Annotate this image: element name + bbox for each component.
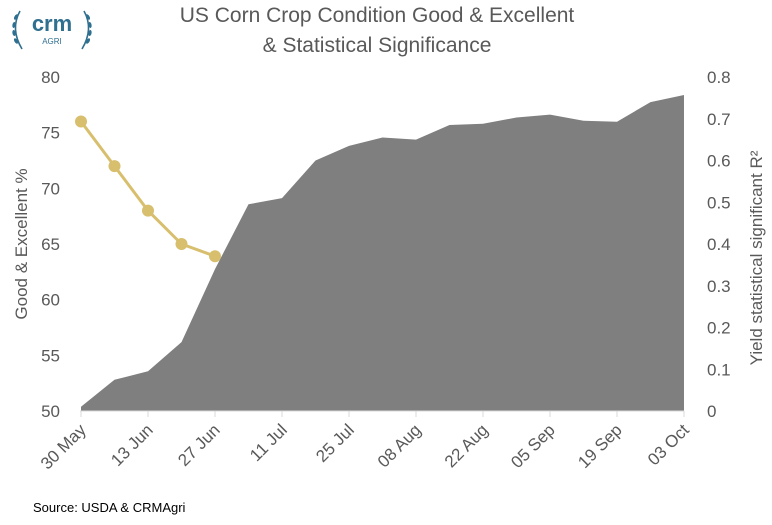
left-y-tick-label: 80 bbox=[41, 68, 60, 87]
x-tick-label: 11 Jul bbox=[246, 420, 291, 465]
x-tick-label: 08 Aug bbox=[374, 420, 425, 471]
right-y-tick-label: 0 bbox=[707, 402, 716, 421]
right-y-tick-label: 0.3 bbox=[707, 277, 731, 296]
line-series-point bbox=[142, 204, 154, 217]
left-y-tick-label: 55 bbox=[41, 346, 60, 365]
right-y-tick-label: 0.8 bbox=[707, 68, 731, 87]
line-series-point bbox=[209, 250, 221, 263]
source-note: Source: USDA & CRMAgri bbox=[33, 500, 186, 515]
right-y-tick-label: 0.1 bbox=[707, 360, 731, 379]
x-tick-label: 05 Sep bbox=[507, 420, 559, 472]
crm-agri-logo: crm AGRI bbox=[12, 10, 92, 50]
right-y-axis-label: Yield statistical significant R² bbox=[747, 150, 766, 365]
right-y-tick-label: 0.6 bbox=[707, 152, 731, 171]
line-series-point bbox=[175, 238, 188, 250]
x-axis-ticks: 30 May 13 Jun 27 Jun 11 Jul 25 Jul 08 Aug 22 A… bbox=[37, 411, 693, 473]
right-y-tick-label: 0.5 bbox=[707, 193, 731, 212]
area-series bbox=[81, 95, 684, 411]
logo-text: crm bbox=[32, 11, 72, 36]
logo-subtext: AGRI bbox=[42, 37, 62, 46]
x-tick-label: 13 Jun bbox=[107, 420, 157, 470]
chart-title-line-2: & Statistical Significance bbox=[263, 34, 492, 57]
right-y-tick-label: 0.7 bbox=[707, 110, 731, 129]
left-y-tick-label: 50 bbox=[41, 402, 60, 421]
left-y-axis-ticks: 50 55 60 65 70 75 80 bbox=[41, 68, 60, 421]
x-tick-label: 30 May bbox=[37, 420, 90, 473]
line-series bbox=[75, 115, 221, 263]
x-tick-label: 22 Aug bbox=[441, 420, 492, 471]
x-tick-label: 03 Oct bbox=[644, 420, 693, 469]
line-series-point bbox=[75, 115, 87, 128]
left-y-tick-label: 75 bbox=[41, 124, 60, 143]
left-y-tick-label: 60 bbox=[41, 291, 60, 310]
x-tick-label: 19 Sep bbox=[574, 420, 626, 472]
right-y-axis-ticks: 0 0.1 0.2 0.3 0.4 0.5 0.6 0.7 0.8 bbox=[707, 68, 731, 421]
line-series-path bbox=[79, 120, 216, 258]
right-y-tick-label: 0.4 bbox=[707, 235, 731, 254]
x-tick-label: 25 Jul bbox=[312, 420, 358, 466]
chart-title-line-1: US Corn Crop Condition Good & Excellent bbox=[180, 4, 575, 27]
line-series-point bbox=[108, 160, 121, 173]
left-y-axis-label: Good & Excellent % bbox=[12, 168, 31, 319]
left-y-tick-label: 65 bbox=[41, 235, 60, 254]
left-y-tick-label: 70 bbox=[41, 179, 60, 198]
right-y-tick-label: 0.2 bbox=[707, 319, 731, 338]
area-series-fill bbox=[81, 95, 684, 411]
x-tick-label: 27 Jun bbox=[174, 420, 224, 470]
